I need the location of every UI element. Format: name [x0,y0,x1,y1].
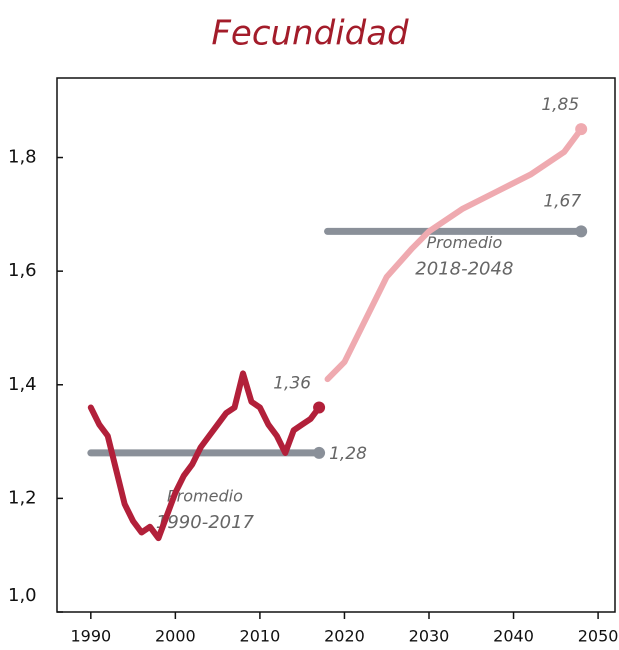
value-label: 1,36 [273,373,311,393]
chart-title: Fecundidad [211,14,409,54]
value-label: 1,67 [543,191,581,211]
x-tick-label: 2020 [324,627,365,646]
end-marker [313,446,326,459]
series-line [87,370,323,542]
x-tick-label: 2040 [493,627,534,646]
value-label: 1,85 [541,95,579,115]
annotation: Promedio [167,486,243,505]
x-tick-label: 2000 [155,627,196,646]
y-tick-label: 1,2 [8,487,37,508]
annotation: 2018-2048 [415,258,513,279]
x-tick-label: 2050 [578,627,619,646]
annotation: Promedio [426,233,502,252]
end-marker [575,225,588,238]
x-tick-label: 2030 [409,627,450,646]
annotation: 1990-2017 [156,512,255,533]
end-marker [575,123,588,136]
y-tick-label: 1,6 [8,260,37,281]
y-tick-label: 1,0 [8,585,37,606]
y-tick-label: 1,8 [8,147,37,168]
x-tick-label: 2010 [240,627,281,646]
end-marker [313,401,326,414]
series-line [324,126,585,383]
x-tick-label: 1990 [70,627,111,646]
plot-frame [56,77,616,613]
y-tick-label: 1,4 [8,374,37,395]
value-label: 1,28 [329,444,367,464]
